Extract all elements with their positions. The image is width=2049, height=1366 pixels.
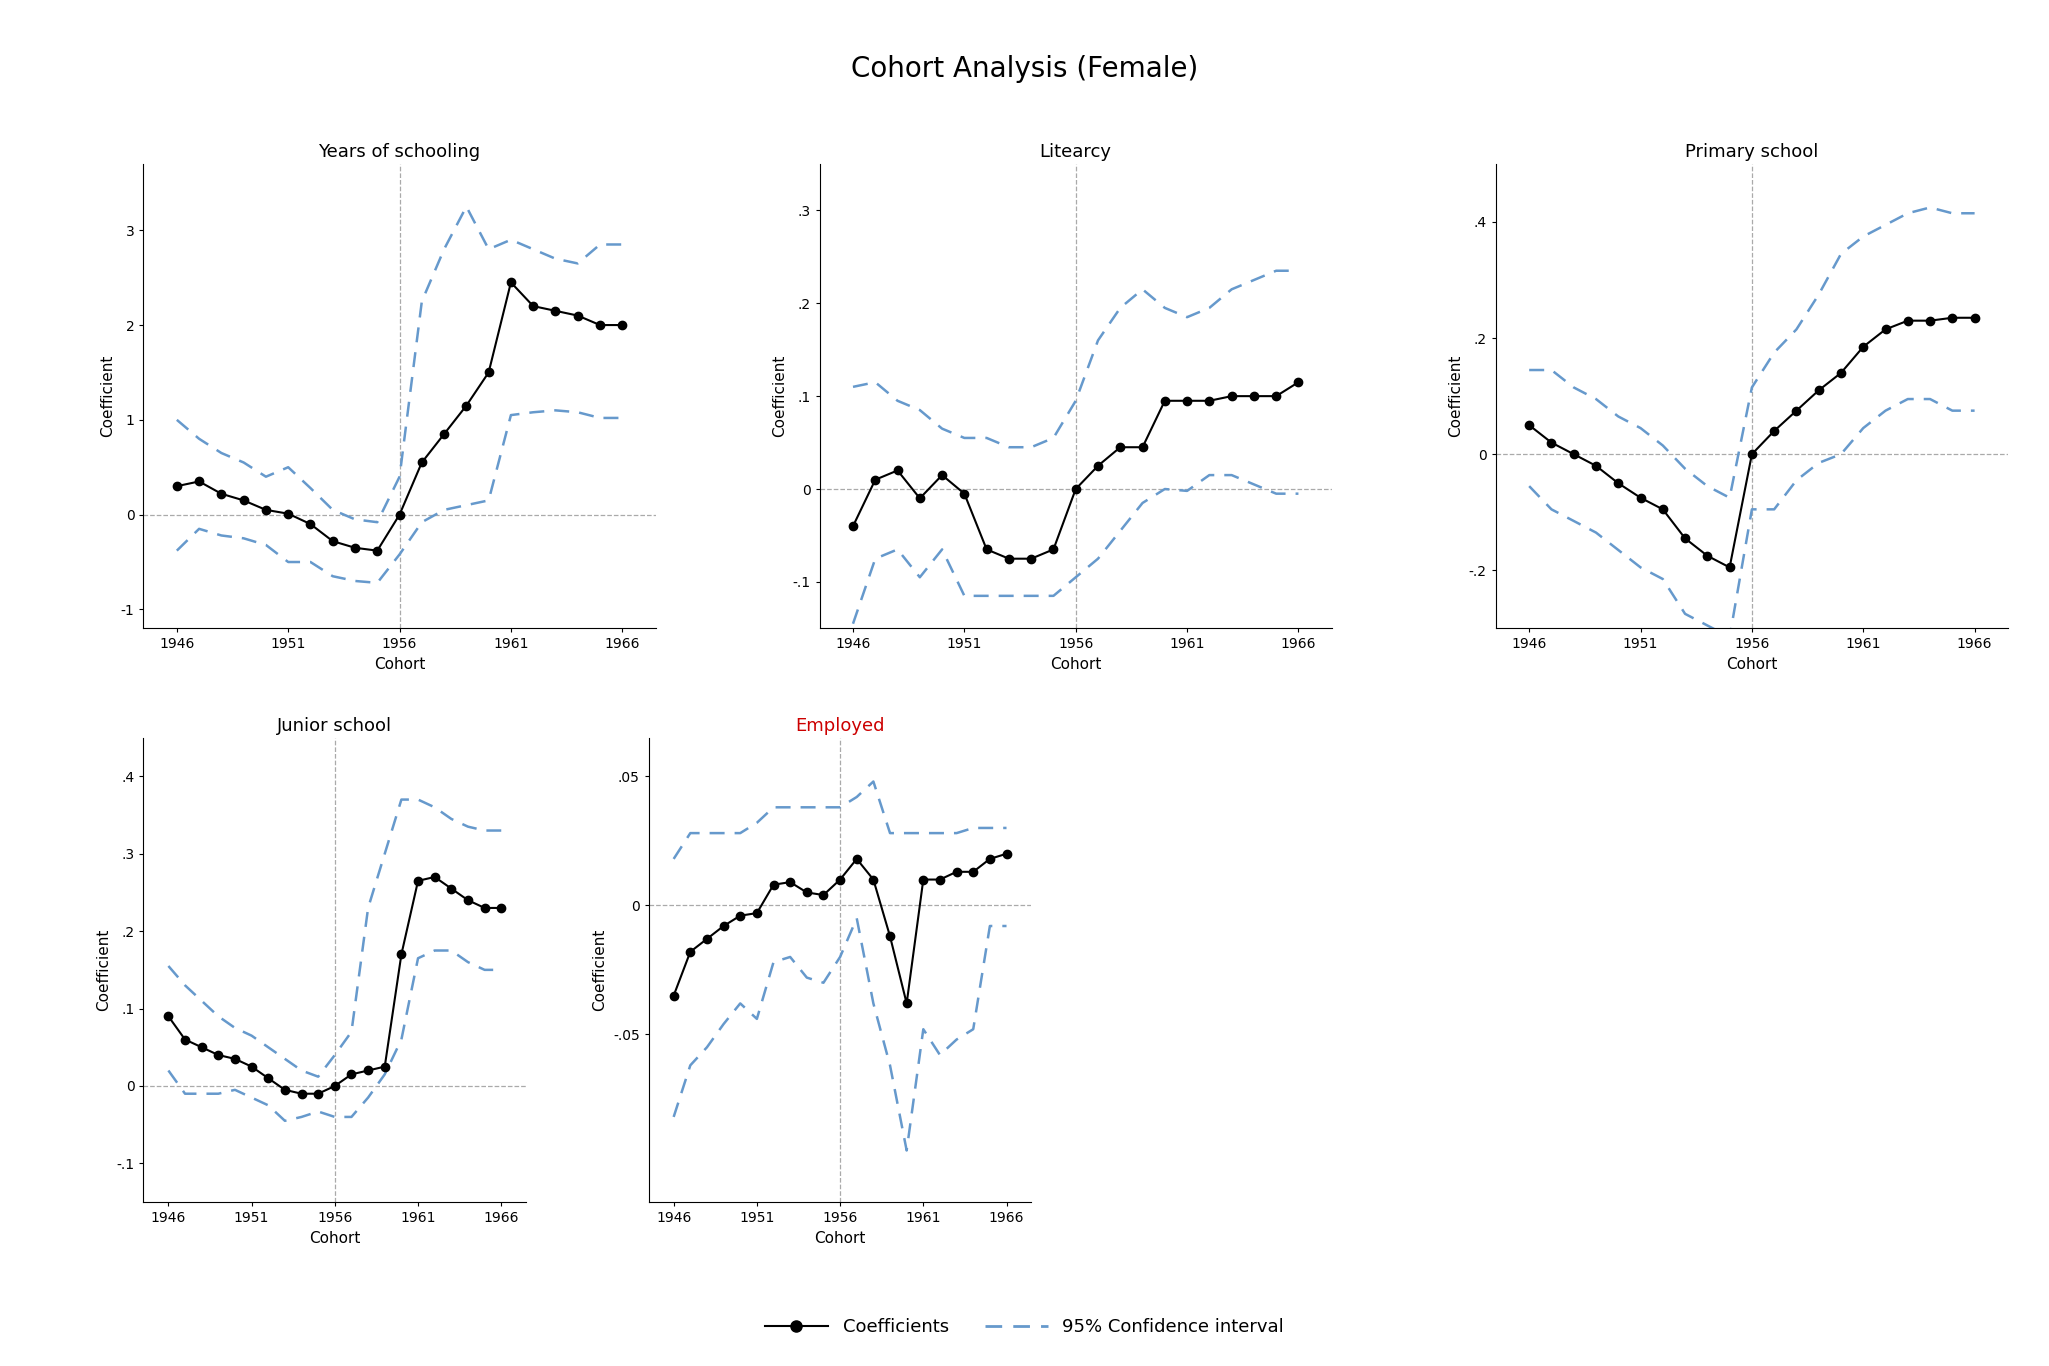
Y-axis label: Coefficient: Coefficient xyxy=(592,929,607,1011)
X-axis label: Cohort: Cohort xyxy=(1725,657,1779,672)
Title: Employed: Employed xyxy=(795,717,885,735)
Title: Years of schooling: Years of schooling xyxy=(318,143,482,161)
Text: Cohort Analysis (Female): Cohort Analysis (Female) xyxy=(850,55,1199,82)
Y-axis label: Coefficient: Coefficient xyxy=(100,355,115,437)
Y-axis label: Coefficient: Coefficient xyxy=(96,929,111,1011)
Y-axis label: Coefficient: Coefficient xyxy=(772,355,787,437)
X-axis label: Cohort: Cohort xyxy=(373,657,426,672)
X-axis label: Cohort: Cohort xyxy=(813,1231,867,1246)
X-axis label: Cohort: Cohort xyxy=(1049,657,1102,672)
Title: Litearcy: Litearcy xyxy=(1039,143,1113,161)
Legend: Coefficients, 95% Confidence interval: Coefficients, 95% Confidence interval xyxy=(758,1311,1291,1343)
Title: Primary school: Primary school xyxy=(1684,143,1820,161)
Title: Junior school: Junior school xyxy=(277,717,391,735)
X-axis label: Cohort: Cohort xyxy=(309,1231,361,1246)
Y-axis label: Coefficient: Coefficient xyxy=(1449,355,1463,437)
